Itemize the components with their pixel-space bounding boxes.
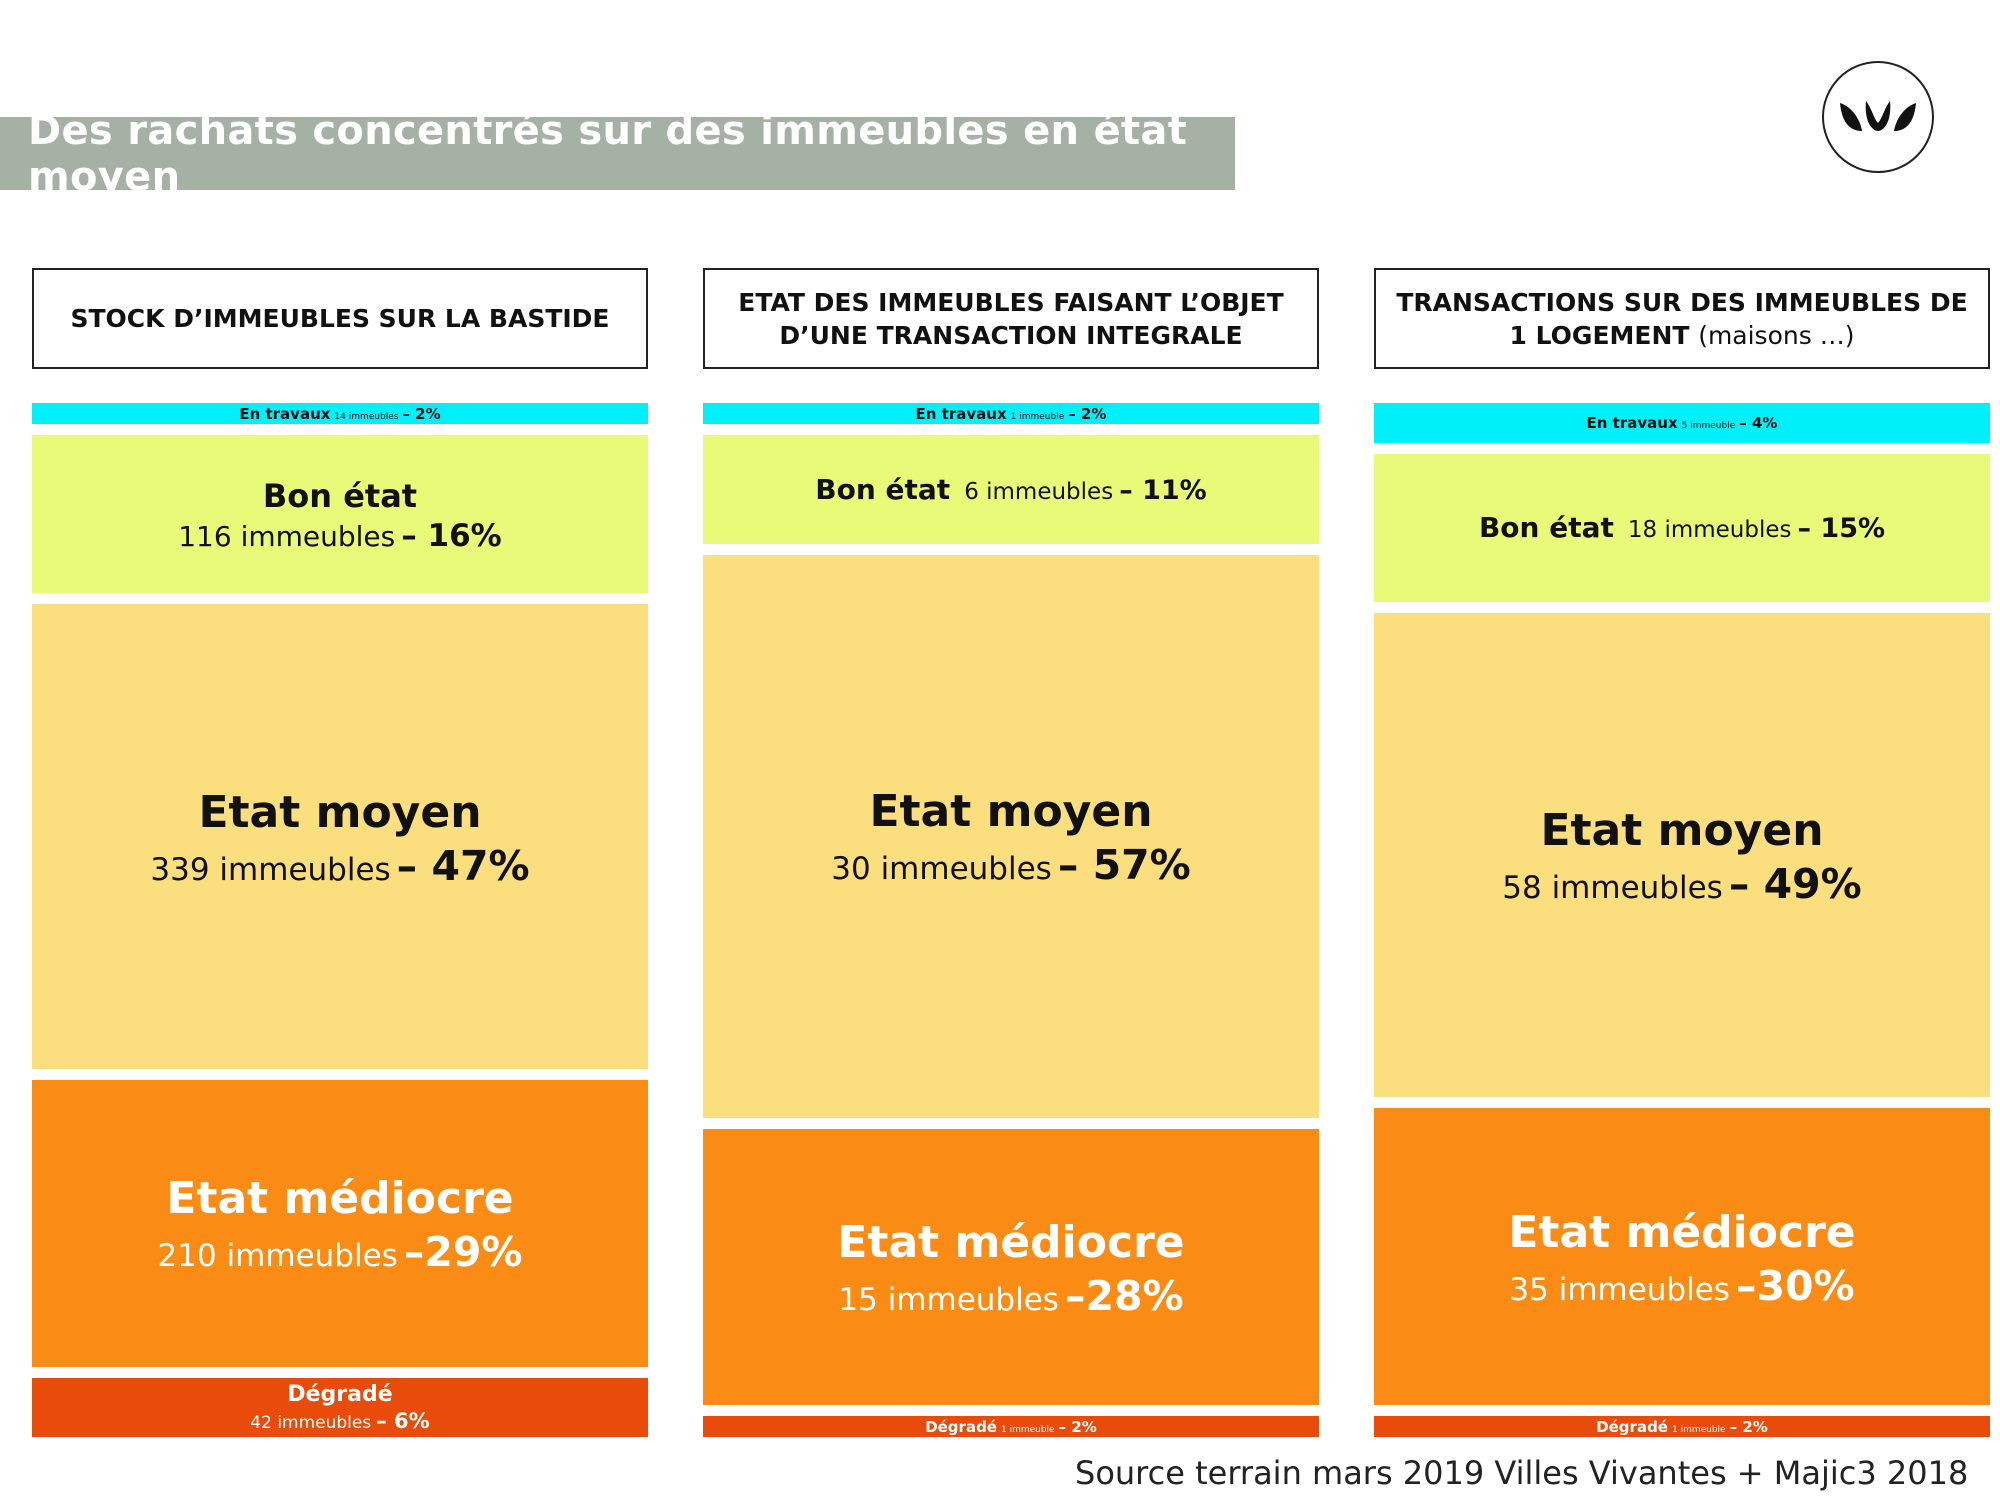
segment-label: En travaux 1 immeuble – 2% [916, 405, 1107, 423]
segment-count: 116 immeubles [178, 520, 396, 554]
segment-etat-moyen: Etat moyen 30 immeubles – 57% [703, 554, 1319, 1118]
segment-count: 210 immeubles [157, 1238, 398, 1275]
segment-count: 30 immeubles [831, 851, 1052, 888]
column-header-title: STOCK D’IMMEUBLES SUR LA BASTIDE [70, 304, 610, 333]
segment-percent: – 2% [402, 404, 441, 423]
segment-percent: – 47% [396, 841, 530, 890]
segment-en-travaux: En travaux 1 immeuble – 2% [703, 403, 1319, 424]
segment-percent: – 4% [1739, 413, 1778, 432]
segment-count: 1 immeuble [1671, 1424, 1726, 1435]
segment-value: 15 immeubles –28% [838, 1272, 1183, 1320]
segment-percent: – 15% [1797, 513, 1886, 545]
segment-label: Bon état 6 immeubles – 11% [815, 473, 1206, 506]
segment-name: Dégradé [925, 1417, 997, 1436]
segment-name: Etat moyen [1540, 805, 1824, 857]
segment-count: 339 immeubles [150, 851, 391, 888]
segment-count: 14 immeubles [334, 411, 399, 422]
segment-count: 1 immeuble [1000, 1424, 1055, 1435]
segment-en-travaux: En travaux 14 immeubles – 2% [32, 403, 648, 424]
segment-label: En travaux 14 immeubles – 2% [239, 405, 440, 423]
segment-degrade: Dégradé 1 immeuble – 2% [703, 1416, 1319, 1437]
segment-value: 18 immeubles – 15% [1628, 513, 1885, 544]
segment-name: En travaux [239, 404, 331, 423]
logo [1822, 61, 1934, 173]
segment-name: Etat médiocre [837, 1216, 1185, 1268]
segment-count: 1 immeuble [1010, 411, 1065, 422]
segment-count: 18 immeubles [1627, 517, 1792, 544]
segment-percent: –28% [1064, 1271, 1184, 1320]
segment-value: 339 immeubles – 47% [150, 842, 529, 890]
segment-count: 58 immeubles [1502, 870, 1723, 907]
segment-name: Etat médiocre [166, 1173, 514, 1225]
column-header-subtitle: (maisons …) [1698, 320, 1855, 350]
segment-bon-etat: Bon état 116 immeubles – 16% [32, 435, 648, 594]
column-header: ETAT DES IMMEUBLES FAISANT L’OBJET D’UNE… [703, 268, 1319, 369]
segment-name: En travaux [915, 404, 1007, 423]
segment-degrade: Dégradé 42 immeubles – 6% [32, 1377, 648, 1437]
segment-value: 35 immeubles –30% [1509, 1262, 1854, 1310]
segment-value: 6 immeubles – 11% [964, 475, 1207, 506]
segment-name: Bon état [1478, 511, 1614, 545]
segment-etat-mediocre: Etat médiocre 35 immeubles –30% [1374, 1108, 1990, 1405]
segment-value: 210 immeubles –29% [158, 1228, 523, 1276]
segment-percent: – 2% [1729, 1417, 1768, 1436]
segment-name: Dégradé [1596, 1417, 1668, 1436]
segment-value: 58 immeubles – 49% [1502, 860, 1861, 908]
segment-label: En travaux 5 immeuble – 4% [1587, 414, 1778, 432]
segment-count: 6 immeubles [964, 478, 1114, 505]
segment-etat-mediocre: Etat médiocre 210 immeubles –29% [32, 1079, 648, 1367]
segment-name: Etat moyen [198, 786, 482, 838]
segment-degrade: Dégradé 1 immeuble – 2% [1374, 1416, 1990, 1437]
segment-value: 116 immeubles – 16% [178, 518, 502, 554]
segment-etat-moyen: Etat moyen 339 immeubles – 47% [32, 604, 648, 1069]
segment-percent: –29% [403, 1228, 523, 1277]
segment-percent: – 6% [376, 1409, 430, 1434]
segment-count: 42 immeubles [250, 1413, 372, 1434]
segment-label: Dégradé 1 immeuble – 2% [1596, 1418, 1768, 1436]
slide-title: Des rachats concentrés sur des immeubles… [0, 108, 1235, 200]
segment-percent: – 11% [1119, 474, 1207, 506]
segment-name: Dégradé [287, 1382, 393, 1408]
segment-name: Bon état [815, 472, 951, 506]
segment-label: Dégradé 1 immeuble – 2% [925, 1418, 1097, 1436]
segment-percent: – 16% [401, 518, 502, 555]
column-header-text: TRANSACTIONS SUR DES IMMEUBLES DE 1 LOGE… [1394, 286, 1970, 352]
segment-percent: – 2% [1058, 1417, 1097, 1436]
column-header-text: STOCK D’IMMEUBLES SUR LA BASTIDE [70, 302, 609, 335]
segment-name: Etat moyen [869, 786, 1153, 838]
segment-en-travaux: En travaux 5 immeuble – 4% [1374, 403, 1990, 443]
segment-bon-etat: Bon état 6 immeubles – 11% [703, 435, 1319, 544]
segment-name: En travaux [1586, 413, 1678, 432]
segment-bon-etat: Bon état 18 immeubles – 15% [1374, 453, 1990, 602]
segment-value: 30 immeubles – 57% [831, 841, 1190, 889]
segment-etat-moyen: Etat moyen 58 immeubles – 49% [1374, 612, 1990, 1098]
segment-percent: – 49% [1728, 860, 1862, 909]
source-note: Source terrain mars 2019 Villes Vivantes… [1075, 1454, 1969, 1492]
column-header-title: ETAT DES IMMEUBLES FAISANT L’OBJET D’UNE… [738, 287, 1284, 350]
column-header-text: ETAT DES IMMEUBLES FAISANT L’OBJET D’UNE… [723, 286, 1299, 352]
segment-percent: – 57% [1057, 841, 1191, 890]
leaf-logo-icon [1840, 101, 1916, 131]
column-header-title: TRANSACTIONS SUR DES IMMEUBLES DE 1 LOGE… [1396, 287, 1968, 350]
segment-count: 5 immeuble [1681, 420, 1736, 431]
segment-name: Bon état [262, 477, 418, 516]
segment-count: 15 immeubles [838, 1281, 1059, 1318]
segment-value: 42 immeubles – 6% [250, 1409, 429, 1433]
segment-name: Etat médiocre [1508, 1206, 1856, 1258]
segment-label: Bon état 18 immeubles – 15% [1479, 511, 1885, 544]
segment-count: 35 immeubles [1509, 1271, 1730, 1308]
segment-percent: –30% [1735, 1261, 1855, 1310]
column-header: STOCK D’IMMEUBLES SUR LA BASTIDE [32, 268, 648, 369]
column-header: TRANSACTIONS SUR DES IMMEUBLES DE 1 LOGE… [1374, 268, 1990, 369]
segment-percent: – 2% [1068, 404, 1107, 423]
segment-etat-mediocre: Etat médiocre 15 immeubles –28% [703, 1128, 1319, 1405]
